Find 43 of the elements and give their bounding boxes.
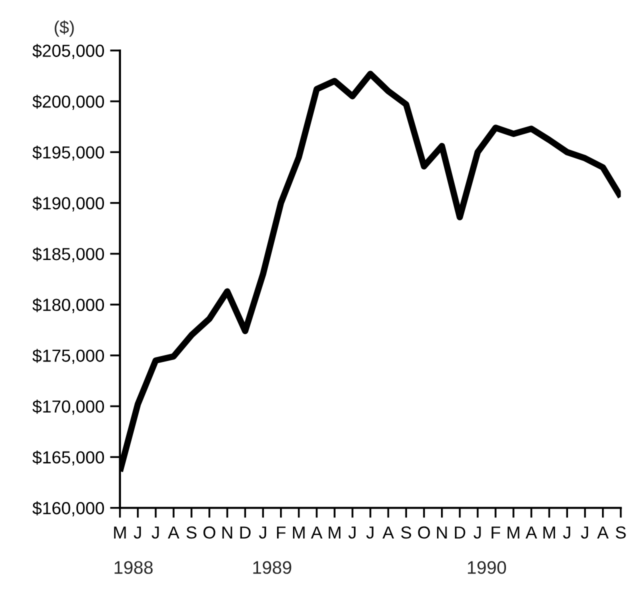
x-tick-label: J <box>348 526 356 539</box>
y-tick-label: $170,000 <box>32 400 104 415</box>
x-tick-label: F <box>492 526 500 539</box>
x-tick-label: M <box>543 526 556 539</box>
x-tick-label: S <box>401 526 412 539</box>
y-tick-label: $200,000 <box>32 94 104 110</box>
x-tick-label: A <box>597 526 609 539</box>
x-tick-label: S <box>186 526 196 539</box>
text: 1989 <box>253 561 292 574</box>
text: 1988 <box>114 561 153 574</box>
y-tick-label: $175,000 <box>32 348 104 364</box>
y-axis-title: ($) <box>54 20 74 37</box>
x-tick-label: J <box>366 526 374 539</box>
x-tick-label: A <box>168 526 180 539</box>
y-tick-label: $185,000 <box>32 247 104 262</box>
y-tick-label: $165,000 <box>32 450 104 466</box>
x-tick-label: N <box>437 526 447 539</box>
x-tick-label: A <box>526 526 538 539</box>
x-tick-label: A <box>310 526 322 539</box>
x-tick-label: M <box>293 526 305 539</box>
x-tick-label: N <box>222 526 232 539</box>
x-tick-label: O <box>418 526 430 539</box>
text: 1990 <box>468 561 506 574</box>
x-tick-label: D <box>454 526 466 539</box>
x-tick-label: S <box>616 526 626 539</box>
x-tick-label: J <box>152 526 159 539</box>
x-tick-label: M <box>114 526 126 539</box>
x-tick-label: M <box>508 526 520 539</box>
x-tick-label: M <box>328 526 340 539</box>
x-tick-label: O <box>203 526 216 539</box>
x-tick-label: J <box>258 526 266 539</box>
x-tick-label: A <box>382 526 394 539</box>
y-tick-label: $160,000 <box>32 501 104 516</box>
y-tick-label: $180,000 <box>32 298 104 314</box>
y-tick-label: $205,000 <box>32 44 104 59</box>
x-tick-label: F <box>277 526 286 539</box>
x-tick-label: J <box>563 526 570 539</box>
y-tick-label: $195,000 <box>32 146 104 161</box>
x-tick-label: J <box>134 526 141 539</box>
x-tick-label: J <box>474 526 481 539</box>
x-tick-label: D <box>240 526 251 539</box>
y-tick-label: $190,000 <box>32 196 104 212</box>
x-tick-label: J <box>580 526 588 539</box>
